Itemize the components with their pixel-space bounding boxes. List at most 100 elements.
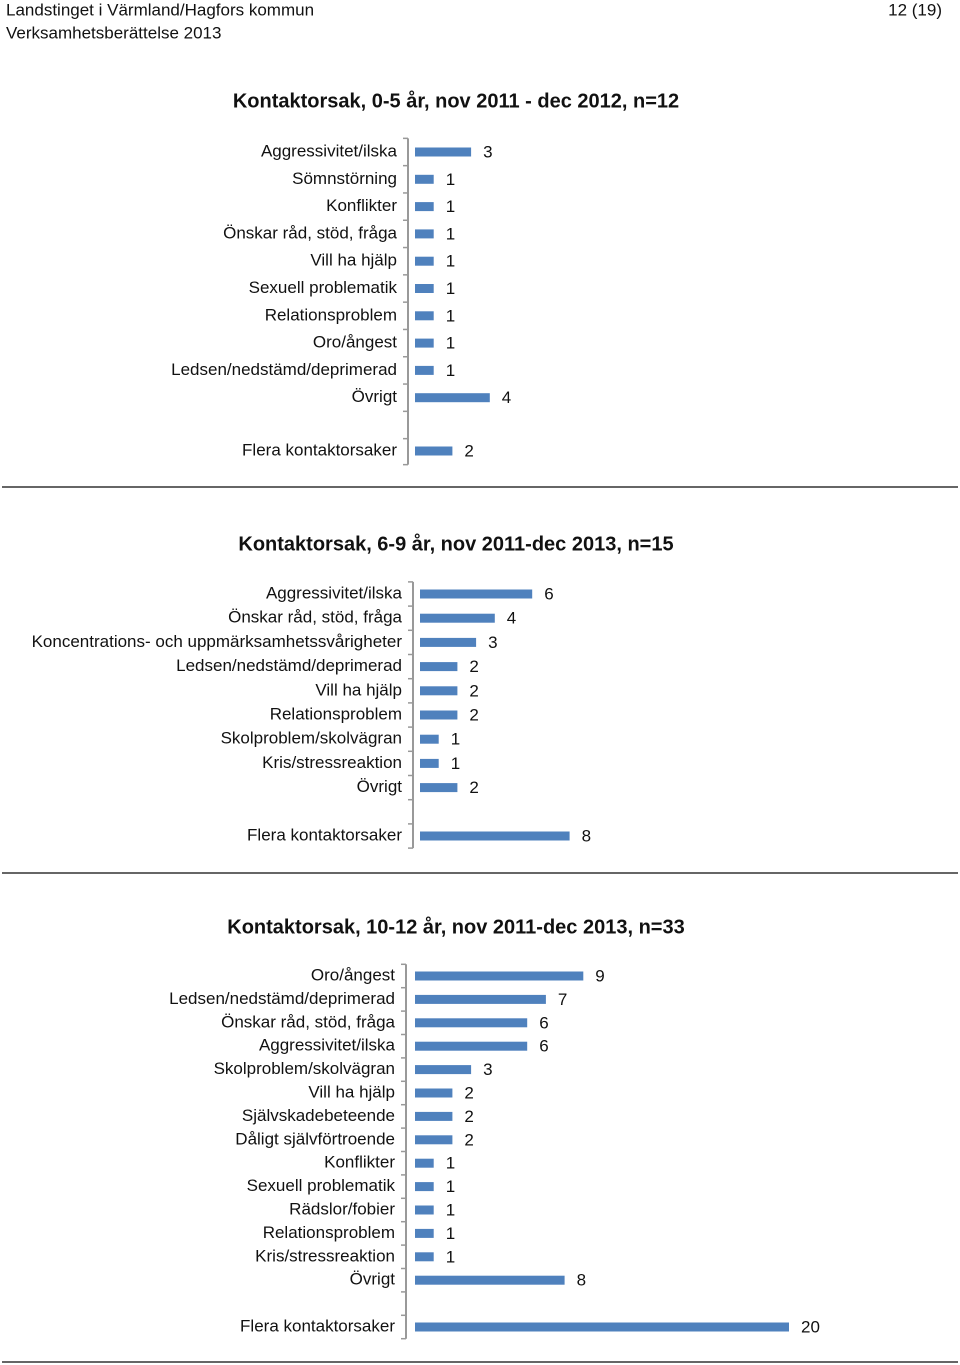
value-label: 2 — [469, 778, 478, 797]
bar — [420, 783, 458, 793]
category-label: Skolproblem/skolvägran — [221, 729, 402, 748]
chart-title: Kontaktorsak, 6-9 år, nov 2011-dec 2013,… — [238, 532, 673, 555]
bar — [420, 710, 458, 720]
category-label: Oro/ångest — [311, 965, 395, 984]
category-label: Övrigt — [350, 1270, 396, 1289]
value-label: 1 — [446, 252, 455, 271]
bar — [420, 758, 439, 768]
value-label: 2 — [464, 1107, 473, 1126]
category-label: Flera kontaktorsaker — [247, 825, 402, 844]
bar — [415, 1182, 434, 1192]
value-label: 20 — [801, 1317, 820, 1336]
category-label: Sexuell problematik — [247, 1176, 396, 1195]
category-label: Koncentrations- och uppmärksamhetssvårig… — [32, 632, 403, 651]
bar — [415, 1275, 565, 1285]
value-label: 1 — [446, 1177, 455, 1196]
value-label: 1 — [446, 1247, 455, 1266]
value-label: 2 — [464, 1083, 473, 1102]
value-label: 7 — [558, 990, 567, 1009]
category-label: Aggressivitet/ilska — [261, 141, 398, 160]
chart-title: Kontaktorsak, 10-12 år, nov 2011-dec 201… — [227, 915, 684, 938]
value-label: 2 — [464, 1130, 473, 1149]
category-label: Aggressivitet/ilska — [266, 583, 403, 602]
value-label: 1 — [451, 754, 460, 773]
bar — [415, 393, 490, 403]
bar — [415, 1135, 453, 1145]
category-label: Övrigt — [352, 387, 398, 406]
value-label: 1 — [451, 730, 460, 749]
category-label: Dåligt självförtroende — [235, 1129, 395, 1148]
category-label: Vill ha hjälp — [308, 1082, 395, 1101]
value-label: 8 — [582, 826, 591, 845]
value-label: 3 — [483, 142, 492, 161]
bar — [415, 1228, 434, 1238]
bar — [420, 637, 477, 647]
value-label: 1 — [446, 361, 455, 380]
bar — [420, 589, 533, 599]
category-label: Relationsproblem — [270, 704, 402, 723]
category-label: Ledsen/nedstämd/deprimerad — [171, 360, 397, 379]
bar — [415, 1088, 453, 1098]
page-number: 12 (19) — [888, 0, 942, 19]
bar — [415, 971, 584, 981]
value-label: 6 — [539, 1013, 548, 1032]
bar — [415, 311, 434, 321]
bar — [415, 256, 434, 266]
bar — [415, 365, 434, 375]
bar — [415, 1158, 434, 1168]
value-label: 4 — [507, 609, 516, 628]
value-label: 1 — [446, 224, 455, 243]
category-label: Ledsen/nedstämd/deprimerad — [176, 656, 402, 675]
category-label: Rädslor/fobier — [289, 1199, 395, 1218]
bar — [415, 1111, 453, 1121]
header-report: Verksamhetsberättelse 2013 — [6, 23, 221, 42]
category-label: Önskar råd, stöd, fråga — [228, 608, 402, 627]
category-label: Vill ha hjälp — [310, 251, 397, 270]
bar — [415, 446, 453, 456]
bar — [415, 1065, 472, 1075]
category-label: Konflikter — [324, 1153, 395, 1172]
value-label: 8 — [577, 1271, 586, 1290]
value-label: 1 — [446, 1200, 455, 1219]
value-label: 3 — [483, 1060, 492, 1079]
bar — [415, 284, 434, 293]
bar — [415, 202, 434, 212]
value-label: 6 — [544, 584, 553, 603]
bar — [415, 174, 434, 184]
category-label: Vill ha hjälp — [315, 680, 402, 699]
bar — [420, 662, 458, 672]
value-label: 1 — [446, 1154, 455, 1173]
bar — [420, 831, 570, 841]
bar — [415, 1205, 434, 1215]
header-organisation: Landstinget i Värmland/Hagfors kommun — [6, 0, 314, 19]
category-label: Skolproblem/skolvägran — [214, 1059, 395, 1078]
category-label: Oro/ångest — [313, 333, 397, 352]
bar — [420, 613, 495, 623]
value-label: 2 — [469, 657, 478, 676]
value-label: 6 — [539, 1037, 548, 1056]
bar — [415, 1018, 528, 1028]
value-label: 1 — [446, 279, 455, 298]
bar — [415, 1322, 789, 1332]
category-label: Kris/stressreaktion — [255, 1246, 395, 1265]
value-label: 2 — [464, 441, 473, 460]
value-label: 9 — [595, 966, 604, 985]
value-label: 3 — [488, 633, 497, 652]
bar — [415, 229, 434, 239]
category-label: Relationsproblem — [265, 305, 397, 324]
category-label: Aggressivitet/ilska — [259, 1036, 396, 1055]
category-label: Sömnstörning — [292, 169, 397, 188]
value-label: 1 — [446, 334, 455, 353]
value-label: 1 — [446, 170, 455, 189]
category-label: Ledsen/nedstämd/deprimerad — [169, 989, 395, 1008]
bar — [415, 147, 472, 157]
value-label: 1 — [446, 306, 455, 325]
category-label: Önskar råd, stöd, fråga — [223, 223, 397, 242]
value-label: 2 — [469, 705, 478, 724]
category-label: Övrigt — [357, 777, 403, 796]
bar — [420, 734, 439, 744]
bar — [415, 338, 434, 348]
value-label: 4 — [502, 388, 511, 407]
